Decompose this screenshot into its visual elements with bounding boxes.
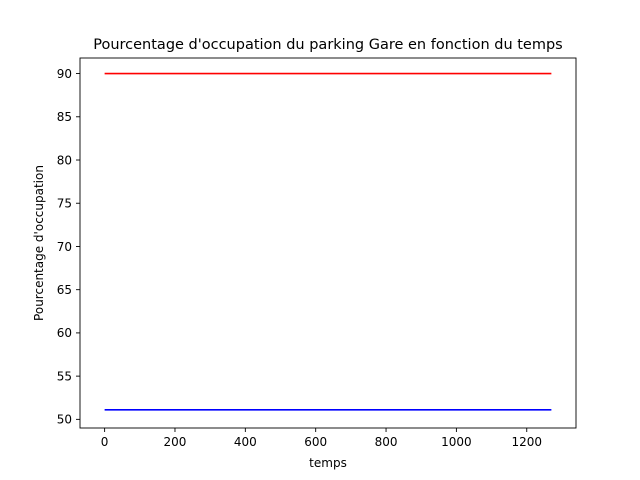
x-tick-label: 0 — [101, 435, 109, 449]
plot-frame — [79, 57, 577, 429]
plot-area: 0 200 400 600 800 1000 1200 50 55 60 65 70 75 80 85 90 — [57, 57, 577, 449]
x-tick-label: 1200 — [511, 435, 542, 449]
y-tick-label: 50 — [57, 413, 72, 427]
y-tick-label: 60 — [57, 326, 72, 340]
x-tick-label: 200 — [164, 435, 187, 449]
y-tick-label: 70 — [57, 240, 72, 254]
x-tick-label: 800 — [375, 435, 398, 449]
y-tick-label: 85 — [57, 110, 72, 124]
y-tick-label: 90 — [57, 67, 72, 81]
y-tick-label: 55 — [57, 369, 72, 383]
y-tick-label: 65 — [57, 283, 72, 297]
y-tick-label: 80 — [57, 153, 72, 167]
x-axis-label: temps — [309, 456, 347, 470]
x-tick-label: 600 — [304, 435, 327, 449]
y-axis-label: Pourcentage d'occupation — [32, 165, 46, 321]
y-tick-label: 75 — [57, 197, 72, 211]
x-tick-label: 400 — [234, 435, 257, 449]
x-tick-label: 1000 — [441, 435, 472, 449]
chart-title: Pourcentage d'occupation du parking Gare… — [93, 37, 563, 53]
